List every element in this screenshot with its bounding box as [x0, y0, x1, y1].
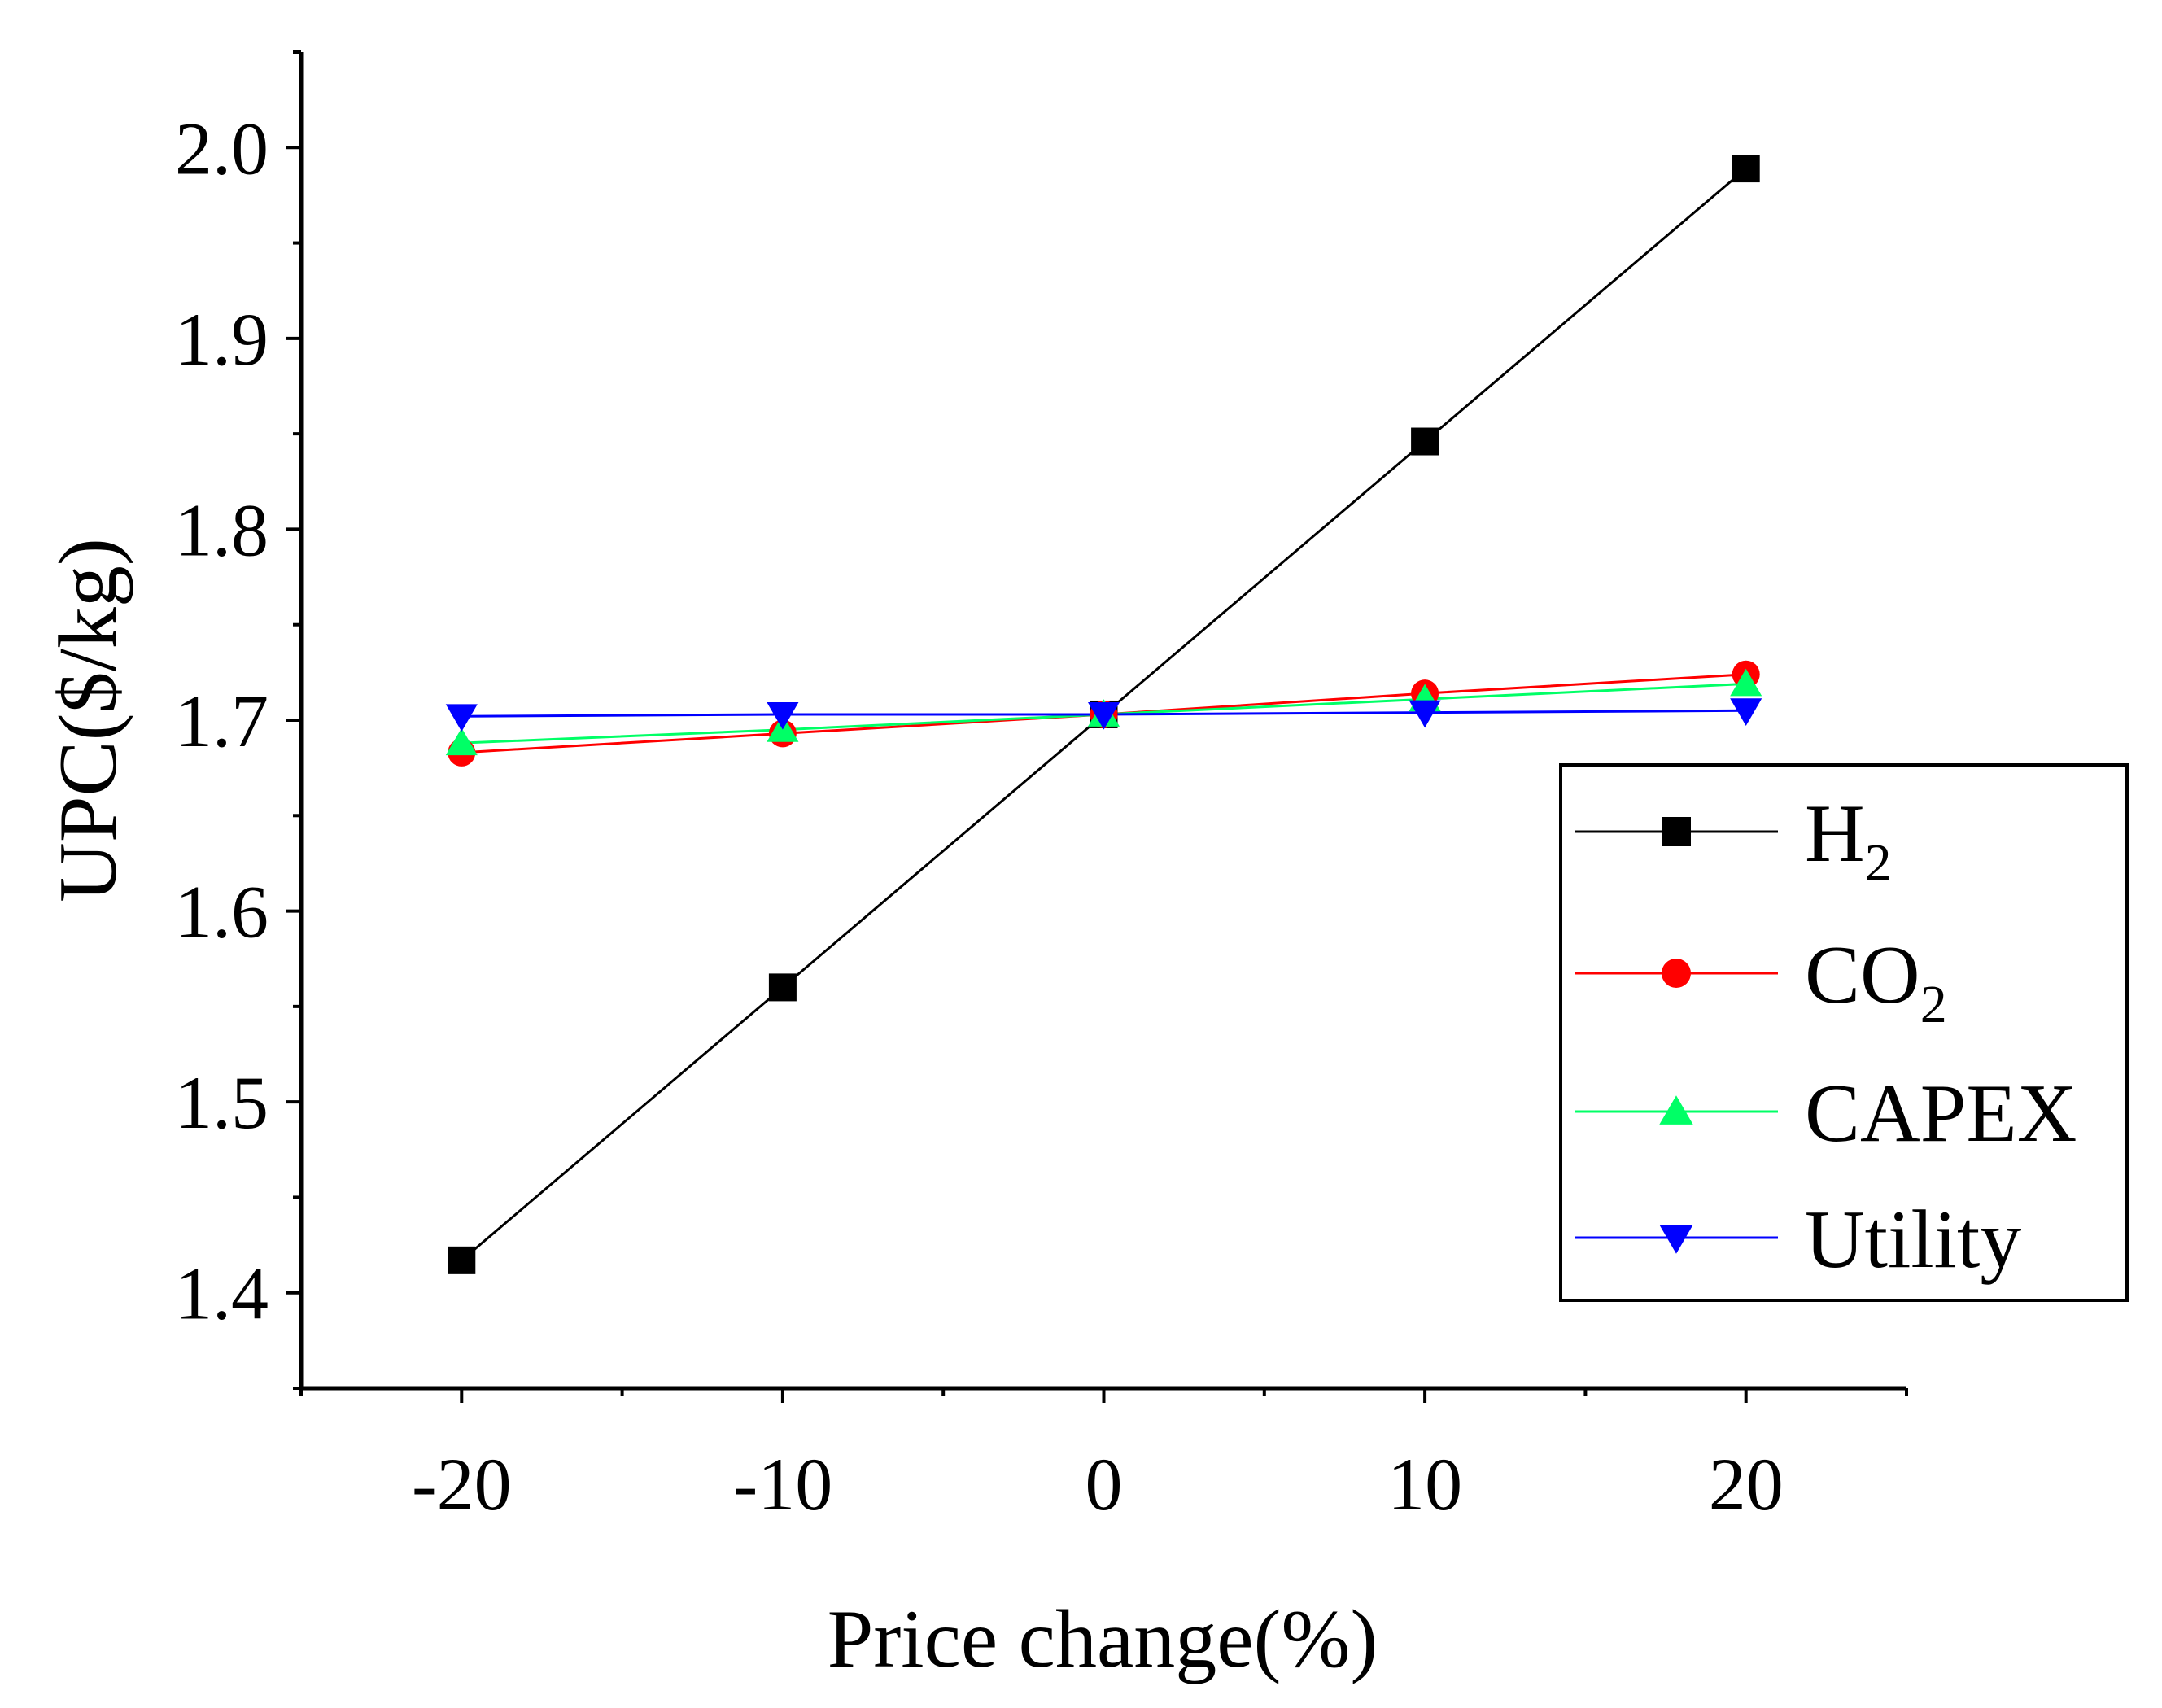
x-tick-label: 20	[1709, 1443, 1784, 1526]
data-point-capex	[1730, 668, 1762, 697]
series-markers	[445, 155, 1762, 1274]
data-point-utility	[445, 704, 478, 732]
legend-marker-co2	[1662, 959, 1691, 988]
legend-marker-capex	[1659, 1095, 1693, 1125]
y-tick-label: 1.9	[175, 298, 269, 381]
y-tick-label: 1.5	[175, 1061, 269, 1144]
legend-label-capex: CAPEX	[1805, 1068, 2077, 1160]
data-point-h2	[1411, 427, 1439, 456]
x-tick-label: 10	[1387, 1443, 1462, 1526]
data-point-utility	[767, 702, 799, 730]
y-axis-title: UPC($/kg)	[42, 538, 134, 902]
legend-label-utility: Utility	[1805, 1194, 2021, 1286]
data-point-utility	[1409, 700, 1441, 728]
y-tick-label: 2.0	[175, 107, 269, 190]
legend-marker-h2	[1662, 817, 1691, 846]
y-tick-label: 1.7	[175, 679, 269, 762]
y-tick-label: 1.8	[175, 488, 269, 571]
x-tick-label: 0	[1085, 1443, 1123, 1526]
legend-marker-utility	[1659, 1225, 1693, 1254]
x-tick-label: -20	[412, 1443, 512, 1526]
y-tick-label: 1.4	[175, 1252, 269, 1335]
legend-box	[1559, 763, 2129, 1302]
x-axis-title: Price change(%)	[828, 1593, 1378, 1685]
ticks: 1.4 1.5 1.6 1.7 1.8 1.9 2.0 -20 -10 0 10 20	[175, 50, 1908, 1526]
data-point-capex	[445, 727, 478, 756]
data-point-utility	[1087, 702, 1120, 730]
data-point-h2	[768, 973, 797, 1002]
y-tick-label: 1.6	[175, 871, 269, 954]
data-point-h2	[1732, 155, 1760, 183]
x-tick-label: -10	[733, 1443, 833, 1526]
data-point-h2	[448, 1246, 476, 1274]
data-point-utility	[1730, 698, 1762, 726]
